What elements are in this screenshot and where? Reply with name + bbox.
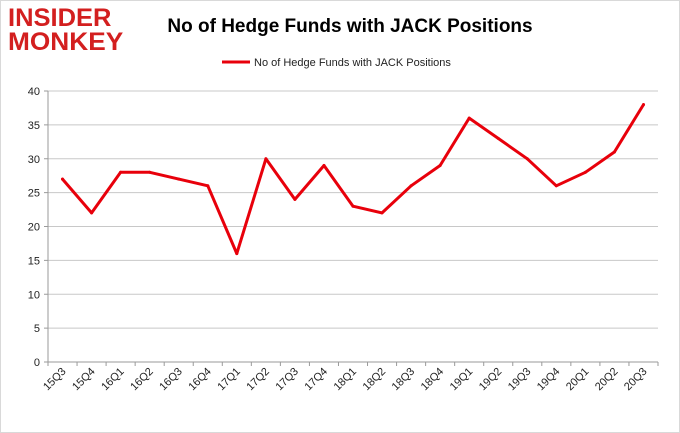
y-tick-label: 25 [28,188,40,200]
x-tick-label: 15Q3 [41,366,69,394]
y-tick-label: 30 [28,154,40,166]
data-point [351,204,355,208]
legend: No of Hedge Funds with JACK Positions [222,57,451,69]
x-tick-label: 20Q1 [564,366,592,394]
logo-line-1: INSIDER [8,4,112,32]
y-tick-label: 5 [34,323,40,335]
legend-label: No of Hedge Funds with JACK Positions [254,57,451,69]
data-point [148,170,152,174]
y-tick-label: 0 [34,357,40,369]
x-tick-label: 20Q3 [622,366,650,394]
x-tick-label: 19Q1 [448,366,476,394]
series-layer [61,103,645,256]
data-point [583,170,587,174]
data-point [496,136,500,140]
data-point [235,252,239,256]
y-tick-label: 35 [28,120,40,132]
x-tick-label: 16Q1 [99,366,127,394]
y-tick-label: 20 [28,222,40,234]
data-point [409,184,413,188]
x-tick-label: 16Q3 [157,366,185,394]
series-line [61,103,645,256]
gridlines [48,90,658,329]
x-tick-label: 19Q3 [506,366,534,394]
data-point [293,197,297,201]
data-point [380,211,384,215]
data-point [322,164,326,167]
logo-line-2: MONKEY [8,28,124,56]
data-point [467,116,471,120]
data-point [119,170,123,174]
data-point [438,164,442,167]
x-tick-label: 19Q4 [535,366,563,394]
x-tick-label: 17Q2 [244,366,272,394]
x-tick-label: 18Q3 [390,366,418,394]
data-point [525,157,529,161]
data-point [612,150,616,154]
x-tick-label: 18Q1 [332,366,360,394]
x-tick-label: 17Q3 [274,366,302,394]
data-point [90,211,94,215]
x-tick-label: 16Q4 [186,366,214,394]
data-point [642,103,645,107]
y-tick-label: 10 [28,289,40,301]
data-point [554,184,558,188]
axes: 0 5 10 15 20 25 30 35 40 15Q3 15Q4 16Q1 16Q2 16Q3 16Q4… [28,86,659,394]
data-point [264,157,268,161]
x-tick-label: 17Q4 [303,366,331,394]
x-tick-label: 20Q2 [593,366,621,394]
x-tick-label: 18Q2 [361,366,389,394]
y-tick-label: 40 [28,86,40,98]
data-point [61,177,64,181]
x-tick-label: 17Q1 [215,366,243,394]
data-point [206,184,210,188]
data-point [177,177,181,181]
chart-title: No of Hedge Funds with JACK Positions [167,16,533,37]
insider-monkey-logo: INSIDER MONKEY [8,6,130,56]
x-tick-label: 18Q4 [419,366,447,394]
x-tick-label: 15Q4 [70,366,98,394]
x-tick-label: 16Q2 [128,366,156,394]
x-tick-label: 19Q2 [477,366,505,394]
y-tick-label: 15 [28,255,40,267]
